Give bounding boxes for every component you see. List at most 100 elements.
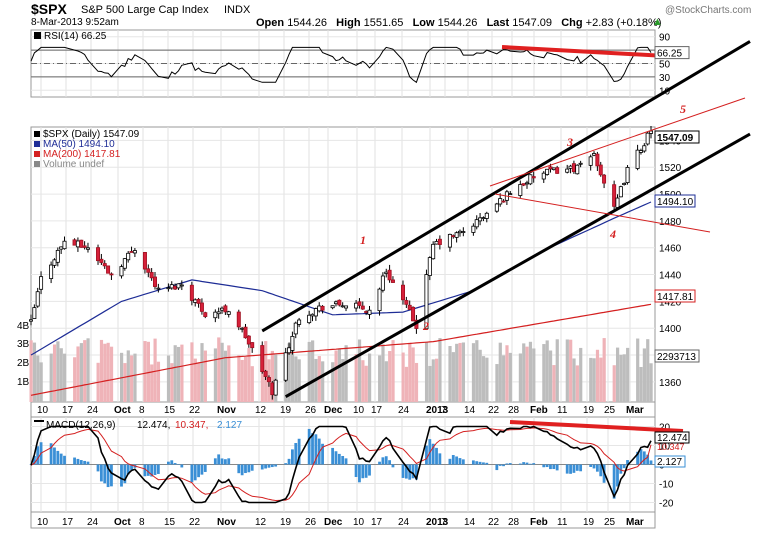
volume-bar (364, 365, 368, 402)
macd-histogram-bar (110, 464, 113, 487)
macd-histogram-bar (636, 451, 639, 465)
candle-body (179, 284, 184, 287)
ma50-value-box (654, 194, 696, 208)
hist-value-box (654, 455, 686, 468)
volume-bar (341, 359, 345, 402)
volume-bar (502, 355, 506, 402)
price-tick: 1360 (659, 378, 682, 389)
candle-body (400, 284, 405, 301)
macd-histogram-bar (123, 464, 127, 484)
volume-bar (274, 354, 278, 402)
macd-value-box (654, 431, 690, 444)
macd-tick: 20 (659, 423, 671, 434)
volume-bar (381, 344, 385, 402)
volume-bar (518, 353, 522, 402)
macd-histogram-bar (130, 464, 133, 470)
macd-legend-name: MACD(12,26,9) (46, 420, 115, 431)
volume-bar (223, 350, 228, 402)
candle-body (431, 243, 436, 260)
candle-body (263, 370, 268, 377)
wedge-lower-line (494, 193, 711, 233)
candle-body (122, 258, 127, 269)
candle-body (106, 265, 111, 274)
candle-body (424, 274, 429, 330)
candle-body (528, 174, 533, 185)
volume-bar (367, 353, 372, 402)
candle-body (102, 263, 107, 267)
macd-histogram-bar (425, 445, 428, 465)
macd-histogram-bar (401, 464, 405, 478)
volume-bar (123, 363, 127, 402)
macd-tick: -20 (659, 499, 674, 510)
volume-bar (357, 339, 362, 402)
candle-body (293, 322, 298, 335)
candle-body (354, 302, 359, 309)
volume-bar (619, 354, 623, 402)
candle-body (236, 311, 241, 328)
volume-bar (505, 345, 509, 402)
candle-body (287, 347, 292, 354)
candle-body (243, 326, 248, 339)
volume-bar (170, 363, 174, 402)
macd-histogram-bar (200, 464, 204, 475)
macd-histogram-bar (79, 460, 83, 465)
macd-histogram-bar (622, 464, 626, 469)
macd-histogram-bar (220, 458, 224, 465)
macd-histogram-bar (197, 464, 200, 478)
macd-histogram-bar (311, 433, 314, 465)
macd-histogram-bar (274, 464, 278, 467)
candle-body (541, 172, 546, 180)
x-tick-label-bottom: 17 (371, 517, 383, 528)
volume-bar (354, 354, 358, 402)
candle-body (498, 198, 503, 205)
macd-histogram-bar (143, 464, 147, 477)
volume-bar (481, 356, 486, 402)
macd-histogram-bar (471, 460, 475, 465)
volume-value-label: 2293713 (657, 352, 696, 363)
x-tick-label-bottom: 7 (441, 517, 447, 528)
candle-body (451, 235, 456, 238)
candle-body (357, 301, 362, 306)
candle-body (59, 246, 64, 250)
volume-bar (331, 362, 335, 402)
volume-bar (32, 342, 37, 402)
macd-legend-swatch (34, 420, 44, 422)
x-tick-label-bottom: 11 (557, 517, 568, 528)
x-tick-label: 2013 (426, 405, 449, 416)
macd-histogram-bar (505, 463, 509, 465)
candle-body (273, 379, 278, 396)
candle-body (454, 232, 459, 238)
volume-bar (508, 352, 512, 402)
macd-histogram-bar (518, 463, 522, 465)
open-value: 1544.26 (287, 17, 327, 29)
candle-body (109, 273, 114, 276)
volume-bar (83, 340, 87, 402)
macd-histogram-bar (36, 446, 40, 465)
candle-body (266, 377, 271, 383)
volume-bar (287, 343, 291, 402)
volume-bar (220, 342, 224, 402)
candle-body (72, 239, 77, 246)
volume-bar (448, 346, 452, 402)
volume-bar (103, 343, 107, 402)
macd-histogram-bar (297, 438, 301, 465)
x-tick-label: 28 (508, 405, 520, 416)
price-tick: 1520 (659, 163, 682, 174)
macd-histogram-bar (542, 464, 546, 468)
volume-bar (311, 340, 315, 402)
volume-bar (435, 358, 439, 402)
x-tick-label: 19 (583, 405, 595, 416)
macd-histogram-bar (565, 464, 569, 474)
macd-histogram-bar (361, 464, 365, 479)
volume-bar (270, 350, 274, 402)
volume-bar (294, 356, 298, 402)
annotation-1: 1 (360, 233, 366, 247)
candle-body (240, 327, 245, 330)
candle-body (457, 230, 462, 234)
macd-histogram-bar (612, 464, 616, 499)
candle-body (28, 319, 33, 322)
candle-body (387, 269, 392, 281)
macd-histogram-bar (32, 455, 36, 465)
x-tick-label-bottom: Oct (114, 517, 131, 528)
macd-histogram-bar (368, 464, 371, 476)
